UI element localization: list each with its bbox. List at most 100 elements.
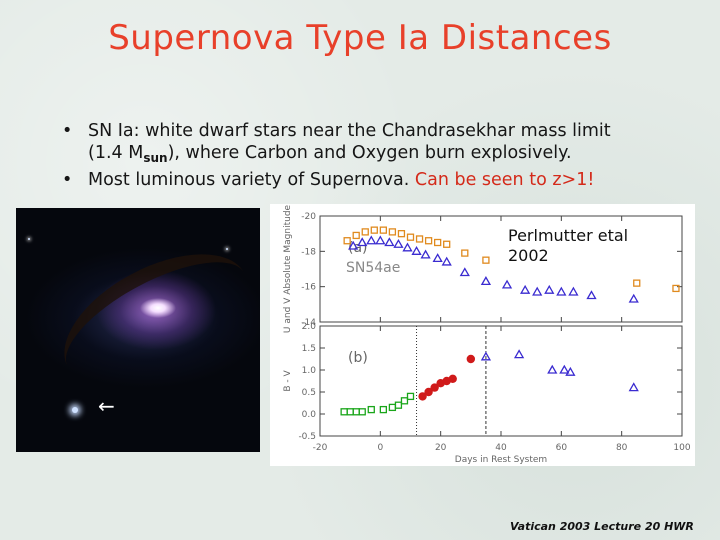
x-tick-label: 80 — [616, 443, 628, 453]
data-point — [411, 246, 422, 255]
light-curve-figure: -20 -18 -16 -14 U and V Absolute Magnitude (a… — [270, 204, 695, 466]
data-point — [461, 249, 469, 257]
bullet-marker: • — [62, 170, 73, 190]
data-point — [397, 230, 406, 238]
data-point — [672, 284, 680, 293]
data-point — [480, 276, 492, 286]
data-point — [366, 235, 377, 245]
y-tick-label: 1.5 — [302, 344, 316, 354]
data-point — [343, 237, 351, 245]
bullet-list: • SN Ia: white dwarf stars near the Chan… — [62, 120, 702, 191]
y-tick-label: 0.0 — [302, 410, 317, 420]
plot-frame — [319, 325, 683, 437]
data-point — [482, 256, 490, 264]
x-tick-label: 100 — [673, 443, 690, 453]
bullet-text: (1.4 M — [88, 143, 144, 163]
dust-lane — [43, 227, 260, 413]
bullet-item: • SN Ia: white dwarf stars near the Chan… — [62, 120, 702, 169]
data-point — [633, 279, 641, 287]
y-tick-label: -14 — [301, 318, 316, 328]
data-point — [348, 240, 359, 250]
bullet-subscript: sun — [143, 151, 168, 165]
supernova-star — [72, 407, 78, 413]
y-axis-label: B - V — [283, 370, 293, 392]
data-point — [459, 267, 470, 277]
x-tick-label: 0 — [377, 443, 383, 453]
data-point — [441, 256, 452, 266]
data-point — [394, 401, 403, 409]
data-point — [432, 253, 443, 263]
data-point — [367, 405, 375, 414]
data-point — [559, 364, 570, 374]
bullet-item: • Most luminous variety of Supernova. Ca… — [62, 169, 702, 191]
data-point — [346, 408, 354, 416]
data-point — [532, 286, 543, 296]
data-point — [520, 284, 531, 294]
y-axis-label: U and V Absolute Magnitude — [283, 204, 293, 333]
slide-title: Supernova Type Ia Distances — [108, 18, 612, 58]
y-tick-label: -18 — [301, 247, 316, 257]
panel-label: (b) — [348, 350, 368, 366]
figure-credit: Perlmutter etal 2002 — [508, 226, 628, 266]
data-point — [547, 364, 558, 374]
galaxy-image — [16, 208, 260, 452]
data-point — [379, 226, 387, 234]
data-point — [379, 405, 387, 414]
data-point — [358, 408, 366, 416]
x-tick-label: -20 — [313, 443, 328, 453]
data-point — [420, 249, 431, 259]
data-point — [628, 382, 639, 392]
data-point — [466, 354, 476, 364]
data-point — [424, 237, 433, 245]
data-point — [430, 383, 439, 392]
data-point — [357, 237, 368, 247]
y-tick-label: 1.0 — [302, 366, 317, 376]
bullet-marker: • — [62, 121, 73, 141]
data-point — [388, 403, 397, 412]
data-point — [388, 228, 397, 236]
data-point — [352, 231, 360, 240]
background-star — [28, 238, 30, 240]
bullet-text: Most luminous variety of Supernova. — [88, 170, 415, 190]
x-tick-label: 60 — [556, 443, 568, 453]
data-point — [352, 408, 360, 416]
data-point — [340, 408, 348, 416]
data-point — [501, 279, 513, 289]
data-point — [384, 237, 395, 247]
data-point — [443, 240, 451, 248]
data-point — [556, 286, 567, 296]
data-point — [513, 349, 525, 359]
y-tick-label: -20 — [301, 212, 316, 222]
data-point — [628, 293, 639, 303]
object-label: SN54ae — [346, 260, 400, 276]
x-axis-label: Days in Rest System — [455, 455, 547, 465]
data-point — [568, 286, 579, 296]
light-curve-svg: -20 -18 -16 -14 U and V Absolute Magnitude (a… — [283, 204, 691, 465]
data-point — [565, 366, 576, 376]
bullet-text: SN Ia: white dwarf stars near the Chandr… — [88, 121, 611, 141]
y-tick-label: 2.0 — [302, 322, 317, 332]
data-point — [402, 242, 413, 252]
x-tick-label: 40 — [495, 443, 507, 453]
arrow-icon: ← — [98, 394, 115, 418]
y-tick-label: -16 — [301, 283, 316, 293]
x-tick-label: 20 — [435, 443, 447, 453]
data-point — [433, 238, 442, 247]
data-point — [415, 235, 424, 243]
data-point — [393, 238, 404, 248]
data-point — [448, 374, 457, 383]
slide-footer: Vatican 2003 Lecture 20 HWR — [510, 520, 694, 533]
y-tick-label: -0.5 — [298, 432, 316, 442]
panel-label: (a) — [348, 240, 368, 256]
data-point — [406, 233, 415, 241]
data-point — [370, 226, 378, 234]
data-point — [406, 392, 415, 401]
bullet-text: ), where Carbon and Oxygen burn explosiv… — [167, 143, 572, 163]
data-point — [586, 290, 597, 300]
data-point — [361, 228, 369, 236]
data-point — [424, 387, 433, 397]
bullet-highlight: Can be seen to z>1! — [414, 170, 595, 190]
credit-line: 2002 — [508, 246, 549, 265]
data-point — [544, 284, 555, 294]
background-star — [226, 248, 228, 250]
